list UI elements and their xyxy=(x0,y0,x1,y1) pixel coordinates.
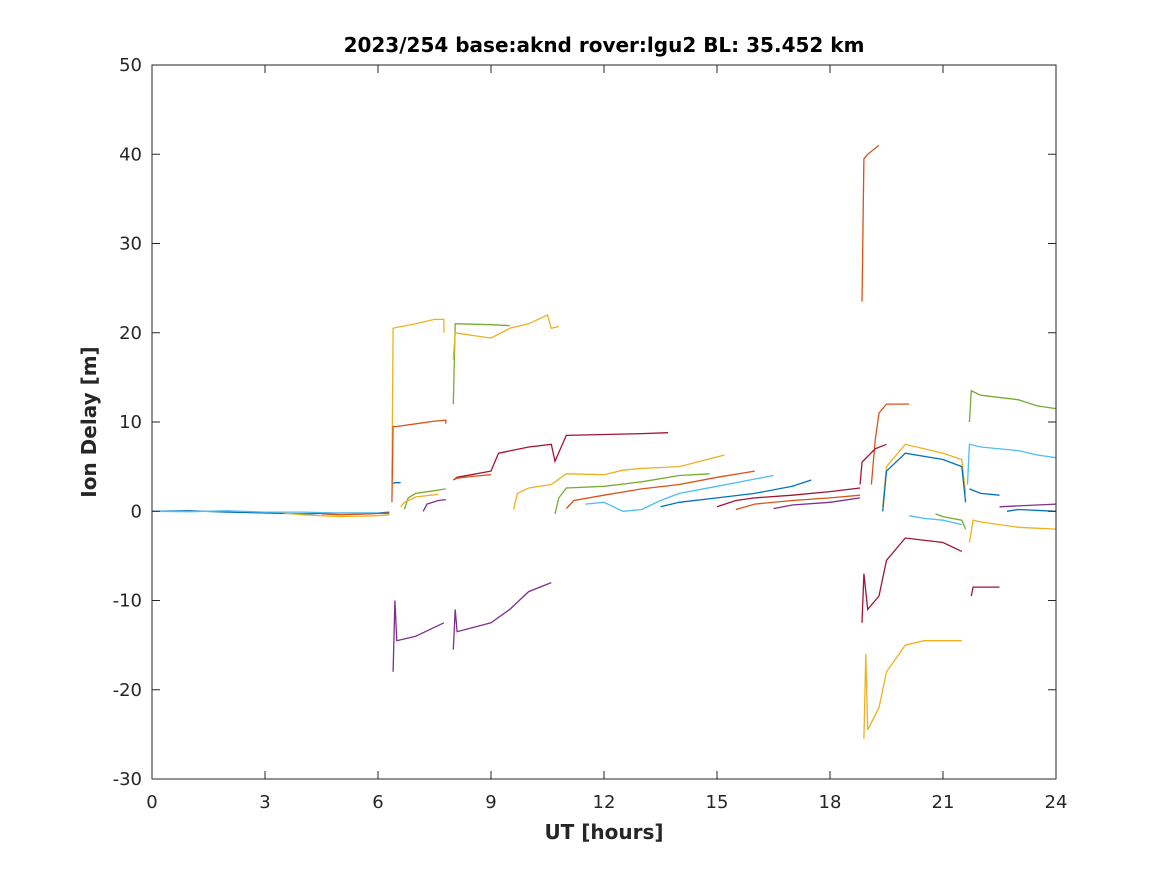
series-line-17 xyxy=(512,454,725,510)
plot-frame xyxy=(151,64,1057,780)
chart-title: 2023/254 base:aknd rover:lgu2 BL: 35.452… xyxy=(344,33,865,57)
series-line-21 xyxy=(660,479,812,508)
series-line-11 xyxy=(422,498,446,512)
series-line-30 xyxy=(882,443,967,507)
series-line-15 xyxy=(452,432,669,481)
y-tick-label-5: 20 xyxy=(119,323,142,344)
series-line-3 xyxy=(283,512,390,518)
x-tick-label-0: 0 xyxy=(146,792,157,813)
series-line-38 xyxy=(970,586,1000,597)
y-tick-label-2: -10 xyxy=(113,591,142,612)
x-tick-label-3: 9 xyxy=(485,792,496,813)
series-line-16 xyxy=(453,474,492,481)
series-line-26 xyxy=(870,403,910,485)
series-line-29 xyxy=(863,640,962,739)
x-tick-label-2: 6 xyxy=(372,792,383,813)
series-line-12 xyxy=(452,323,510,405)
series-line-6 xyxy=(391,419,447,503)
y-tick-label-4: 10 xyxy=(119,412,142,433)
series-line-28 xyxy=(861,537,963,623)
x-tick-label-5: 15 xyxy=(706,792,729,813)
series-line-4 xyxy=(321,512,390,516)
series-line-14 xyxy=(452,581,552,650)
series-line-27 xyxy=(859,443,887,485)
y-tick-label-6: 30 xyxy=(119,234,142,255)
series-line-18 xyxy=(554,473,710,515)
series-line-22 xyxy=(716,487,861,508)
series-line-8 xyxy=(392,600,445,672)
series-line-5 xyxy=(391,318,445,485)
x-tick-label-8: 24 xyxy=(1045,792,1068,813)
series-group xyxy=(151,144,1057,739)
series-line-36 xyxy=(969,488,1000,496)
y-tick-label-7: 40 xyxy=(119,144,142,165)
series-line-24 xyxy=(773,497,861,510)
y-axis: -30 -20 -10 0 10 20 30 40 50 xyxy=(113,55,1056,790)
x-tick-label-7: 21 xyxy=(932,792,955,813)
series-line-13 xyxy=(452,313,559,360)
y-tick-label-0: -30 xyxy=(113,769,142,790)
x-tick-label-4: 12 xyxy=(593,792,616,813)
series-line-7 xyxy=(392,482,401,485)
series-line-23 xyxy=(735,494,861,511)
series-line-37 xyxy=(968,519,1057,543)
y-tick-label-3: 0 xyxy=(131,501,142,522)
y-tick-label-1: -20 xyxy=(113,680,142,701)
x-tick-label-1: 3 xyxy=(259,792,270,813)
series-line-2 xyxy=(151,510,390,515)
series-line-20 xyxy=(585,474,774,512)
x-tick-label-6: 18 xyxy=(819,792,842,813)
series-line-33 xyxy=(935,513,967,530)
series-line-35 xyxy=(966,443,1057,485)
series-line-25 xyxy=(861,144,880,302)
series-line-19 xyxy=(565,470,755,510)
series-line-31 xyxy=(882,452,967,512)
x-axis: 0 3 6 9 12 15 18 21 24 xyxy=(146,65,1067,813)
x-axis-label: UT [hours] xyxy=(544,820,663,844)
series-line-10 xyxy=(400,493,439,508)
y-axis-label: Ion Delay [m] xyxy=(77,346,101,497)
series-line-34 xyxy=(968,389,1057,423)
series-line-39 xyxy=(999,503,1057,508)
series-line-32 xyxy=(908,515,962,526)
series-line-40 xyxy=(1006,508,1057,512)
y-tick-label-8: 50 xyxy=(119,55,142,76)
